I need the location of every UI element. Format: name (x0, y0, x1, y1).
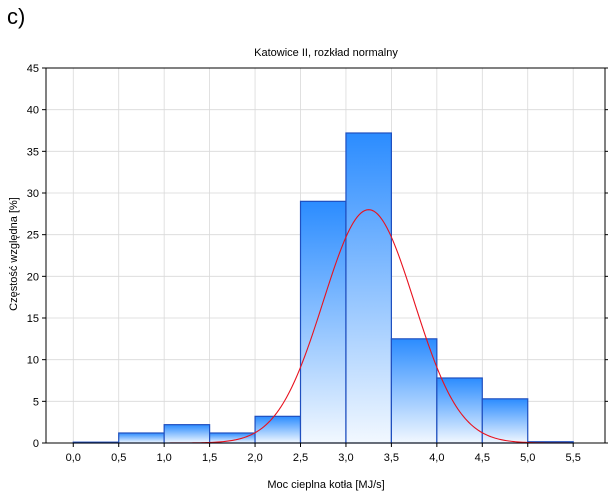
histogram-bar (481, 398, 529, 444)
histogram-bar (118, 432, 165, 444)
y-tick-label: 5 (33, 396, 39, 408)
y-tick-label: 20 (27, 271, 39, 283)
histogram-bar (163, 424, 211, 444)
histogram-bar (209, 432, 256, 444)
plot-frame (45, 67, 606, 444)
histogram-bar (299, 200, 347, 444)
x-tick-label: 4,0 (429, 452, 444, 464)
y-tick-label: 15 (27, 313, 39, 325)
y-tick-label: 45 (27, 63, 39, 75)
x-tick-label: 2,5 (293, 452, 308, 464)
x-axis-ticks: 0,0 0,5 1,0 1,5 2,0 2,5 3,0 3,5 4,0 4,5 5,0 5,5 (66, 443, 581, 464)
x-tick-label: 3,5 (384, 452, 399, 464)
y-tick-label: 0 (33, 438, 39, 450)
y-axis-ticks: 0 5 10 15 20 25 30 35 40 45 (27, 63, 608, 450)
x-tick-label: 5,0 (520, 452, 535, 464)
y-tick-label: 40 (27, 105, 39, 117)
y-tick-label: 35 (27, 146, 39, 158)
y-tick-label: 30 (27, 188, 39, 200)
x-tick-label: 0,5 (111, 452, 126, 464)
x-tick-label: 3,0 (338, 452, 353, 464)
x-tick-label: 0,0 (66, 452, 81, 464)
y-tick-label: 10 (27, 355, 39, 367)
histogram-bar (254, 415, 302, 444)
x-tick-label: 5,5 (566, 452, 581, 464)
y-axis-title: Częstość względna [%] (8, 197, 20, 311)
bar-layer (72, 132, 574, 444)
y-tick-label: 25 (27, 230, 39, 242)
x-tick-label: 1,5 (202, 452, 217, 464)
histogram-bar (345, 132, 392, 444)
panel-label: c) (7, 4, 26, 29)
x-tick-label: 2,0 (247, 452, 262, 464)
histogram-bar (390, 338, 438, 444)
x-axis-title: Moc cieplna kotła [MJ/s] (267, 479, 384, 491)
chart-title: Katowice II, rozkład normalny (254, 47, 398, 59)
x-tick-label: 4,5 (475, 452, 490, 464)
x-tick-label: 1,0 (157, 452, 172, 464)
